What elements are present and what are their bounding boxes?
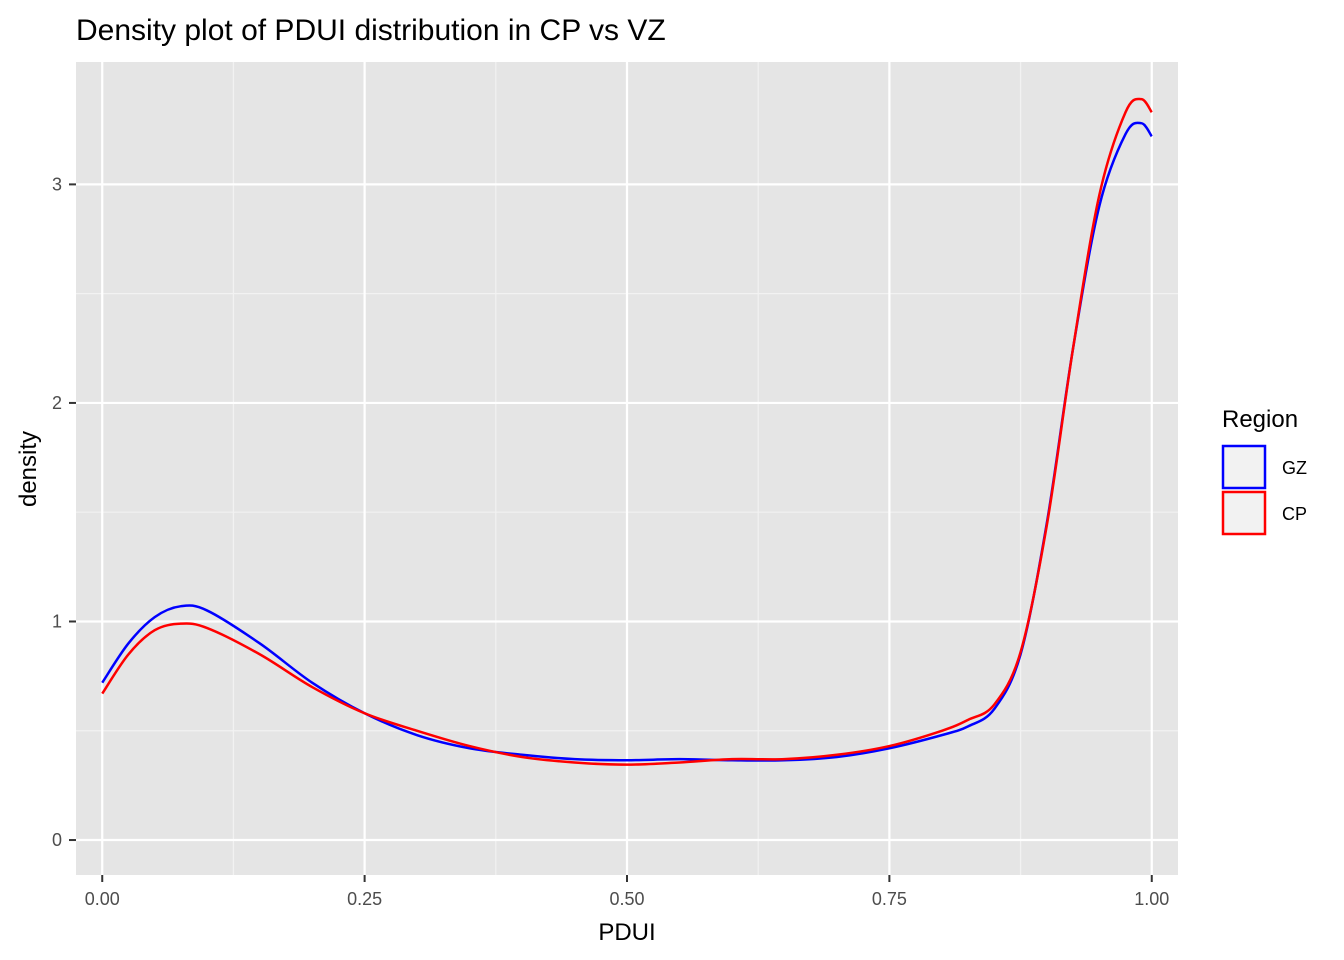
x-axis-title: PDUI xyxy=(598,919,655,946)
y-axis: 0 1 2 3 xyxy=(52,174,76,850)
y-tick-label: 0 xyxy=(52,830,62,850)
chart-title: Density plot of PDUI distribution in CP … xyxy=(76,14,666,47)
x-axis: 0.00 0.25 0.50 0.75 1.00 xyxy=(85,875,1169,909)
legend-label-gz: GZ xyxy=(1282,458,1307,478)
y-tick-label: 2 xyxy=(52,393,62,413)
legend-title: Region xyxy=(1222,406,1298,433)
y-tick-label: 3 xyxy=(52,174,62,194)
legend: Region GZ CP xyxy=(1221,406,1307,536)
x-tick-label: 1.00 xyxy=(1134,889,1169,909)
legend-key-cp xyxy=(1221,490,1267,536)
grid-major xyxy=(76,62,1178,875)
x-tick-label: 0.75 xyxy=(872,889,907,909)
y-tick-label: 1 xyxy=(52,611,62,631)
x-tick-label: 0.25 xyxy=(347,889,382,909)
series-lines xyxy=(101,97,1153,766)
y-axis-title: density xyxy=(15,431,42,507)
legend-label-cp: CP xyxy=(1282,504,1307,524)
legend-key-gz xyxy=(1221,444,1267,490)
series-line-cp xyxy=(101,97,1153,766)
x-tick-label: 0.50 xyxy=(609,889,644,909)
x-tick-label: 0.00 xyxy=(85,889,120,909)
